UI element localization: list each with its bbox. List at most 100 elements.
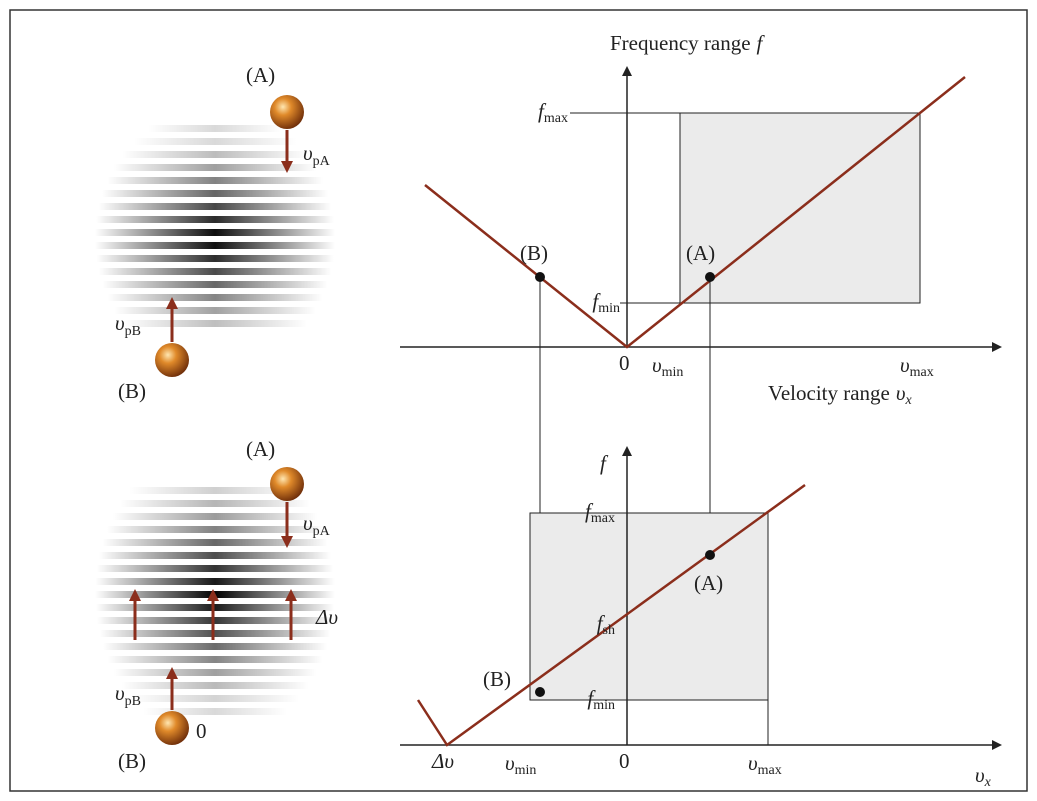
symbol: f — [757, 31, 766, 55]
stripe — [106, 526, 324, 533]
stripe — [120, 500, 310, 507]
symbol: υ — [115, 681, 125, 705]
symbol: f — [597, 611, 606, 635]
subscript: x — [984, 775, 992, 790]
symbol: υ — [303, 511, 313, 535]
subscript: min — [662, 365, 684, 380]
stripe — [95, 604, 335, 611]
velocity-label: υpA — [303, 511, 331, 539]
subscript: max — [910, 365, 934, 380]
symbol: υ — [652, 353, 662, 377]
symbol: υ — [900, 353, 910, 377]
dispersion-line — [416, 483, 806, 747]
stripe — [96, 255, 334, 262]
particle — [155, 711, 189, 745]
subscript: min — [593, 698, 615, 713]
shift-label: Δυ — [315, 605, 338, 629]
ball-label: (A) — [246, 437, 275, 461]
subscript: pA — [313, 154, 331, 169]
tick-label: υmax — [748, 751, 782, 778]
stripe — [107, 294, 323, 301]
tick-label: fsh — [597, 611, 615, 638]
stripe — [95, 229, 335, 236]
y-axis-title: f — [600, 451, 609, 475]
stripe — [143, 708, 287, 715]
ball-label: (B) — [118, 379, 146, 403]
title-text: Frequency range — [610, 31, 751, 55]
stripe — [99, 552, 331, 559]
point — [535, 687, 545, 697]
stripe — [98, 268, 332, 275]
velocity-label: υpB — [115, 681, 141, 709]
x-axis-title: Velocity range υx — [768, 381, 913, 408]
stripe — [95, 578, 335, 585]
symbol: υ — [896, 381, 906, 405]
stripe — [96, 565, 334, 572]
point-label: (A) — [694, 571, 723, 595]
stripe — [133, 138, 297, 145]
range-box — [529, 512, 769, 701]
subscript: max — [544, 111, 568, 126]
stripe — [121, 682, 309, 689]
stripe — [107, 656, 323, 663]
point — [705, 272, 715, 282]
interference-pattern — [95, 125, 335, 327]
subscript: sh — [603, 623, 615, 638]
subscript: max — [591, 511, 615, 526]
stripe — [98, 203, 332, 210]
subscript: pB — [125, 324, 141, 339]
symbol: υ — [115, 311, 125, 335]
subscript: min — [598, 301, 620, 316]
stripe — [129, 487, 301, 494]
symbol: υ — [303, 141, 313, 165]
dispersion-line — [424, 76, 966, 349]
x-axis-title: υx — [975, 763, 992, 790]
point — [535, 272, 545, 282]
point — [705, 550, 715, 560]
stripe — [103, 643, 327, 650]
symbol: f — [538, 99, 547, 123]
origin-label: 0 — [619, 749, 630, 773]
tick-label: fmin — [587, 686, 615, 713]
ball-label: (A) — [246, 63, 275, 87]
y-axis-title: Frequency range f — [610, 31, 766, 55]
stripe — [102, 281, 328, 288]
point-label: (A) — [686, 241, 715, 265]
stripe — [95, 242, 335, 249]
subscript: pB — [125, 694, 141, 709]
stripe — [113, 164, 317, 171]
stripe — [99, 630, 331, 637]
ball-value: 0 — [196, 719, 207, 743]
tick-label: fmin — [592, 289, 620, 316]
stripe — [113, 669, 317, 676]
stripe — [102, 539, 328, 546]
subscript: x — [905, 393, 913, 408]
symbol: υ — [505, 751, 515, 775]
particle — [270, 467, 304, 501]
stripe — [130, 695, 300, 702]
tick-label: υmin — [505, 751, 536, 778]
point-label: (B) — [520, 241, 548, 265]
tick-label: υmax — [900, 353, 934, 380]
frame — [9, 9, 1028, 792]
particle — [155, 343, 189, 377]
stripe — [112, 513, 318, 520]
tick-label: fmax — [538, 99, 568, 126]
title-text: Velocity range — [768, 381, 890, 405]
point-label: (B) — [483, 667, 511, 691]
tick-label: fmax — [585, 499, 615, 526]
ball-label: (B) — [118, 749, 146, 773]
interference-pattern — [95, 487, 335, 715]
subscript: min — [515, 763, 537, 778]
stripe — [96, 216, 334, 223]
stripe — [95, 591, 335, 598]
subscript: max — [758, 763, 782, 778]
origin-label: 0 — [619, 351, 630, 375]
subscript: pA — [313, 524, 331, 539]
symbol: f — [592, 289, 601, 313]
symbol: υ — [748, 751, 758, 775]
stripe — [114, 307, 316, 314]
stripe — [97, 617, 333, 624]
stripe — [122, 151, 308, 158]
